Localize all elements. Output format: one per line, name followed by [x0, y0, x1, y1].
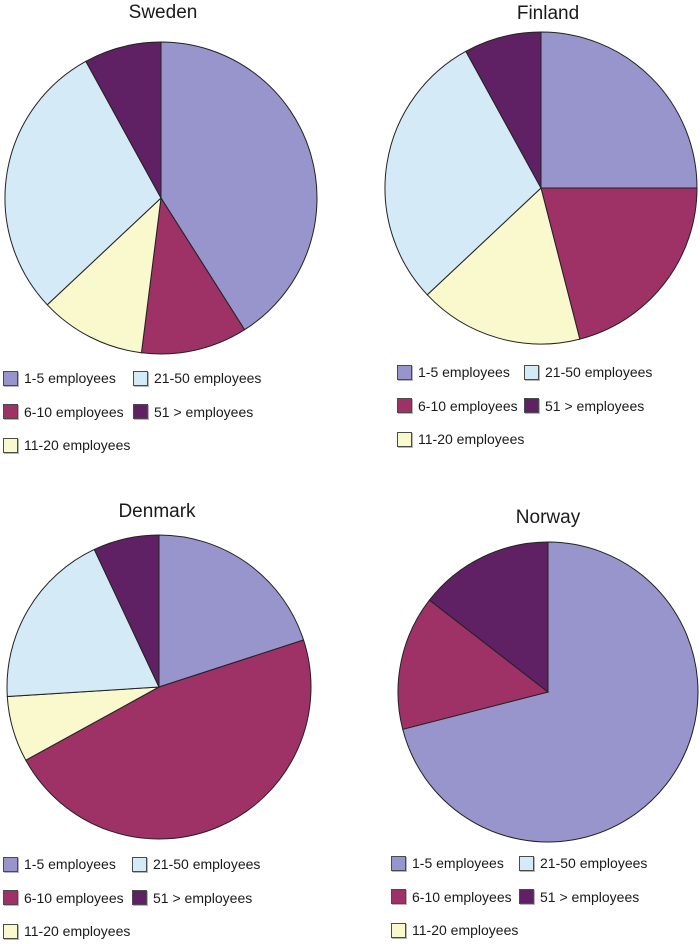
legend-label: 51 > employees: [540, 888, 640, 905]
pie-slice-denmark-6-10-employees: [25, 639, 312, 840]
pie-slice-finland-1-5-employees: [540, 31, 698, 189]
pie-slice-finland-51-employees: [465, 31, 542, 189]
legend-item-norway-1-5-employees: 1-5 employees: [391, 855, 519, 871]
chart-title-finland: Finland: [516, 3, 580, 24]
pie-denmark: [6, 534, 312, 840]
legend-label: 11-20 employees: [24, 437, 131, 453]
legend-swatch-11-20-employees: [3, 437, 18, 453]
legend-swatch-51-employees: [133, 404, 148, 419]
pie-sweden: [4, 41, 318, 355]
legend-label: 6-10 employees: [24, 403, 124, 420]
legend-swatch-1-5-employees: [3, 370, 18, 386]
legend-finland: 1-5 employees 6-10 employees 11-20 employe…: [397, 364, 652, 465]
pie-slice-norway-1-5-employees: [402, 541, 699, 843]
pie-slice-sweden-51-employees: [85, 41, 162, 199]
legend-item-norway-21-50-employees: 21-50 employees: [519, 855, 647, 871]
legend-item-denmark-6-10-employees: 6-10 employees: [3, 890, 132, 906]
legend-item-sweden-11-20-employees: 11-20 employees: [3, 437, 133, 453]
legend-item-denmark-11-20-employees: 11-20 employees: [3, 923, 132, 939]
legend-label: 6-10 employees: [418, 397, 518, 414]
legend-label: 21-50 employees: [545, 364, 653, 380]
pie-slice-sweden-6-10-employees: [140, 196, 246, 355]
legend-label: 1-5 employees: [418, 364, 510, 380]
legend-label: 1-5 employees: [24, 370, 116, 386]
pie-slice-finland-11-20-employees: [426, 187, 581, 345]
pie-slice-denmark-51-employees: [93, 534, 160, 688]
pie-finland: [384, 31, 698, 345]
legend-item-denmark-1-5-employees: 1-5 employees: [3, 856, 132, 872]
legend-swatch-1-5-employees: [391, 855, 406, 871]
legend-swatch-1-5-employees: [397, 364, 412, 380]
legend-swatch-11-20-employees: [391, 922, 406, 938]
legend-label: 21-50 employees: [154, 370, 262, 386]
legend-label: 6-10 employees: [24, 889, 124, 906]
legend-item-finland-11-20-employees: 11-20 employees: [397, 431, 524, 447]
legend-item-sweden-6-10-employees: 6-10 employees: [3, 404, 133, 420]
legend-swatch-6-10-employees: [391, 889, 406, 904]
legend-label: 1-5 employees: [412, 855, 504, 871]
legend-item-finland-6-10-employees: 6-10 employees: [397, 398, 524, 414]
pie-slice-sweden-11-20-employees: [46, 196, 162, 354]
legend-item-sweden-21-50-employees: 21-50 employees: [133, 370, 261, 386]
legend-swatch-1-5-employees: [3, 856, 18, 872]
legend-swatch-51-employees: [519, 889, 534, 904]
legend-item-norway-11-20-employees: 11-20 employees: [391, 922, 519, 938]
legend-swatch-11-20-employees: [3, 923, 18, 939]
legend-item-finland-1-5-employees: 1-5 employees: [397, 364, 524, 380]
legend-swatch-21-50-employees: [132, 856, 147, 872]
pie-slice-norway-51-employees: [428, 541, 549, 694]
legend-label: 51 > employees: [545, 397, 645, 414]
legend-norway: 1-5 employees 6-10 employees 11-20 employe…: [391, 855, 647, 944]
legend-item-finland-51-employees: 51 > employees: [524, 398, 652, 414]
legend-denmark: 1-5 employees 6-10 employees 11-20 employe…: [3, 856, 260, 944]
pie-slice-sweden-1-5-employees: [160, 41, 318, 331]
legend-label: 11-20 employees: [412, 922, 519, 938]
legend-swatch-21-50-employees: [133, 370, 148, 386]
legend-item-denmark-51-employees: 51 > employees: [132, 890, 260, 906]
pie-slice-norway-6-10-employees: [397, 599, 550, 730]
legend-swatch-51-employees: [132, 890, 147, 905]
legend-swatch-21-50-employees: [519, 855, 534, 871]
pie-slice-finland-21-50-employees: [384, 50, 542, 296]
chart-title-norway: Norway: [515, 507, 581, 528]
legend-label: 21-50 employees: [153, 856, 261, 872]
legend-swatch-51-employees: [524, 398, 539, 413]
legend-label: 11-20 employees: [418, 431, 525, 447]
legend-sweden: 1-5 employees 6-10 employees 11-20 employe…: [3, 370, 261, 471]
legend-label: 51 > employees: [153, 889, 253, 906]
chart-title-denmark: Denmark: [118, 501, 196, 522]
legend-label: 21-50 employees: [540, 855, 648, 871]
legend-swatch-6-10-employees: [3, 890, 18, 905]
pie-slice-sweden-21-50-employees: [4, 60, 162, 306]
legend-swatch-6-10-employees: [3, 404, 18, 419]
legend-item-norway-51-employees: 51 > employees: [519, 889, 647, 905]
legend-label: 6-10 employees: [412, 888, 512, 905]
legend-swatch-21-50-employees: [524, 364, 539, 380]
pie-slice-denmark-21-50-employees: [6, 548, 160, 698]
pie-norway: [397, 541, 699, 843]
pie-slice-denmark-1-5-employees: [158, 534, 305, 688]
legend-item-denmark-21-50-employees: 21-50 employees: [132, 856, 260, 872]
legend-swatch-11-20-employees: [397, 431, 412, 447]
legend-label: 11-20 employees: [24, 923, 131, 939]
legend-item-norway-6-10-employees: 6-10 employees: [391, 889, 519, 905]
chart-title-sweden: Sweden: [128, 2, 198, 23]
legend-label: 1-5 employees: [24, 856, 116, 872]
legend-item-finland-21-50-employees: 21-50 employees: [524, 364, 652, 380]
legend-swatch-6-10-employees: [397, 398, 412, 413]
legend-item-sweden-1-5-employees: 1-5 employees: [3, 370, 133, 386]
pie-slice-finland-6-10-employees: [540, 187, 698, 340]
legend-label: 51 > employees: [154, 403, 254, 420]
legend-item-sweden-51-employees: 51 > employees: [133, 404, 261, 420]
